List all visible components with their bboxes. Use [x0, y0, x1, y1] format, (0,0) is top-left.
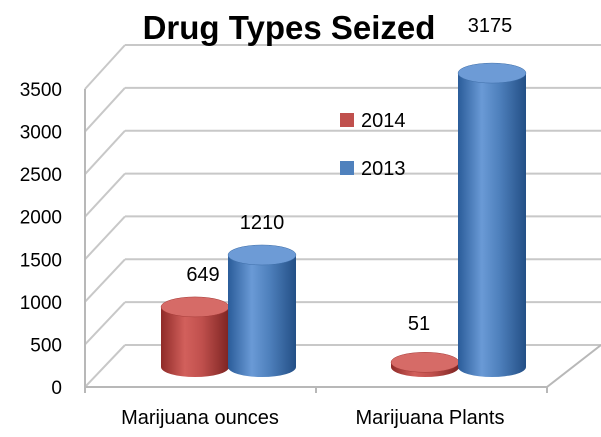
bar-top [160, 296, 230, 318]
legend-label-2014: 2014 [361, 110, 406, 132]
axes [84, 89, 601, 393]
y-axis-ticks: 0 500 1000 1500 2000 2500 3000 3500 [20, 80, 62, 399]
y-tick-label: 2500 [20, 165, 62, 186]
gridline-side [84, 215, 126, 260]
bar-top [390, 352, 460, 373]
bar-body [161, 306, 229, 377]
y-tick-label: 1500 [20, 250, 62, 271]
gridline-side [84, 87, 126, 133]
x-axis-categories: Marijuana ounces Marijuana Plants [121, 407, 504, 429]
gridline-side [84, 130, 126, 175]
bar-top [227, 244, 297, 266]
gridline-side [84, 344, 126, 388]
legend-label-2013: 2013 [361, 158, 406, 180]
legend-swatch-2014 [340, 113, 354, 127]
x-category-label: Marijuana ounces [121, 407, 279, 429]
x-category-label: Marijuana Plants [356, 407, 505, 429]
bar-2014-0 [160, 296, 230, 377]
gridline-side [84, 258, 126, 303]
gridline-side [84, 44, 126, 90]
legend: 2014 2013 [340, 110, 406, 180]
chart-title: Drug Types Seized [143, 9, 436, 46]
data-label: 3175 [468, 15, 513, 37]
bar-body [228, 254, 296, 377]
data-label: 51 [408, 313, 430, 335]
y-tick-label: 2000 [20, 208, 62, 229]
bars [160, 62, 527, 377]
bar-top [457, 62, 527, 84]
gridline-side [84, 172, 126, 218]
x-axis-depth [546, 344, 601, 388]
value-labels: 649 1210 51 3175 [186, 15, 512, 335]
y-tick-label: 3000 [20, 123, 62, 144]
legend-swatch-2013 [340, 161, 354, 175]
bar-2013-1 [457, 62, 527, 377]
y-tick-label: 0 [51, 378, 62, 399]
data-label: 1210 [240, 212, 285, 234]
y-tick-label: 1000 [20, 293, 62, 314]
bar-body [458, 73, 526, 377]
gridline-side [84, 301, 126, 346]
bar-2013-0 [227, 244, 297, 377]
bar-2014-1 [390, 352, 460, 377]
y-tick-label: 500 [30, 335, 62, 356]
data-label: 649 [186, 264, 219, 286]
y-tick-label: 3500 [20, 80, 62, 101]
